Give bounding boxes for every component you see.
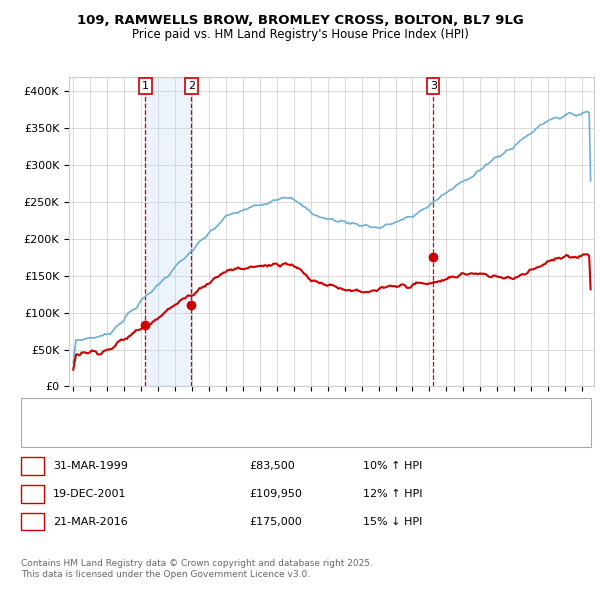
Text: 3: 3 [430, 81, 437, 91]
Text: Contains HM Land Registry data © Crown copyright and database right 2025.
This d: Contains HM Land Registry data © Crown c… [21, 559, 373, 579]
Text: HPI: Average price, detached house, Bolton: HPI: Average price, detached house, Bolt… [69, 428, 296, 438]
Text: 109, RAMWELLS BROW, BROMLEY CROSS, BOLTON, BL7 9LG (detached house): 109, RAMWELLS BROW, BROMLEY CROSS, BOLTO… [69, 407, 478, 417]
Text: 109, RAMWELLS BROW, BROMLEY CROSS, BOLTON, BL7 9LG: 109, RAMWELLS BROW, BROMLEY CROSS, BOLTO… [77, 14, 523, 27]
Bar [145, 77, 191, 386]
Text: 2: 2 [188, 81, 195, 91]
Text: £109,950: £109,950 [249, 489, 302, 499]
Text: Price paid vs. HM Land Registry's House Price Index (HPI): Price paid vs. HM Land Registry's House … [131, 28, 469, 41]
Text: 1: 1 [29, 461, 36, 471]
Text: £83,500: £83,500 [249, 461, 295, 471]
Text: 19-DEC-2001: 19-DEC-2001 [53, 489, 127, 499]
Text: 15% ↓ HPI: 15% ↓ HPI [363, 517, 422, 526]
Text: 1: 1 [142, 81, 149, 91]
Text: 12% ↑ HPI: 12% ↑ HPI [363, 489, 422, 499]
Text: 2: 2 [29, 489, 36, 499]
Text: 31-MAR-1999: 31-MAR-1999 [53, 461, 128, 471]
Text: 10% ↑ HPI: 10% ↑ HPI [363, 461, 422, 471]
Text: 3: 3 [29, 517, 36, 526]
Text: £175,000: £175,000 [249, 517, 302, 526]
Text: 21-MAR-2016: 21-MAR-2016 [53, 517, 128, 526]
